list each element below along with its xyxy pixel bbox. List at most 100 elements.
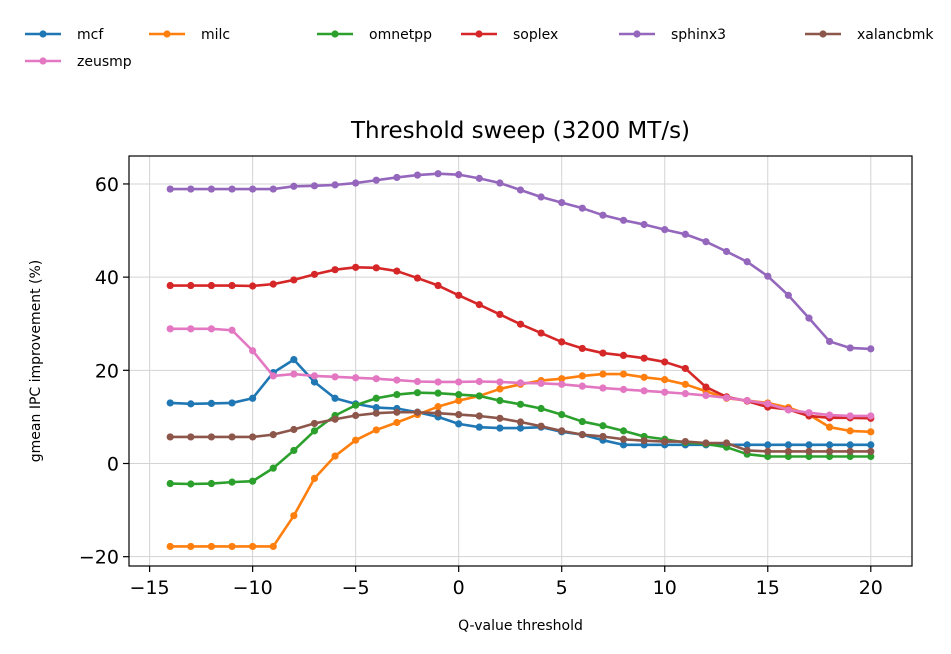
series-layer xyxy=(166,170,875,551)
data-point xyxy=(310,372,319,380)
data-point xyxy=(393,173,401,182)
data-point xyxy=(681,438,689,446)
legend-item: milc xyxy=(149,27,230,43)
data-point xyxy=(352,374,360,382)
data-point xyxy=(207,281,216,290)
data-point xyxy=(249,347,257,355)
series-sphinx3 xyxy=(166,170,875,353)
data-point xyxy=(455,410,463,419)
data-point xyxy=(784,406,792,414)
data-point xyxy=(722,439,731,447)
data-point xyxy=(269,542,277,551)
plot-frame xyxy=(128,155,913,567)
data-point xyxy=(537,404,545,413)
data-point xyxy=(372,264,380,272)
data-point xyxy=(825,447,834,455)
legend-item: zeusmp xyxy=(25,54,132,70)
data-point xyxy=(310,419,319,428)
data-point xyxy=(207,325,216,333)
data-point xyxy=(393,267,401,275)
y-tick-label: 40 xyxy=(95,267,119,289)
data-point xyxy=(599,211,607,219)
data-point xyxy=(867,428,875,436)
data-point xyxy=(475,392,483,400)
data-point xyxy=(516,418,525,426)
data-point xyxy=(764,400,772,408)
data-point xyxy=(640,220,648,229)
data-point xyxy=(372,375,380,383)
data-point xyxy=(290,446,298,455)
data-point xyxy=(764,272,772,280)
legend-label: zeusmp xyxy=(77,54,132,70)
data-point xyxy=(846,412,854,420)
data-point xyxy=(331,266,339,274)
data-point xyxy=(372,409,380,417)
data-point xyxy=(372,394,380,402)
data-point xyxy=(331,415,339,423)
data-point xyxy=(558,375,566,383)
data-point xyxy=(640,354,648,362)
data-point xyxy=(207,542,216,551)
data-point xyxy=(207,399,216,407)
data-point xyxy=(393,418,401,427)
data-point xyxy=(372,403,380,412)
data-point xyxy=(516,424,525,432)
series-omnetpp xyxy=(166,389,875,488)
data-point xyxy=(743,258,751,266)
y-tick-label: −20 xyxy=(79,547,119,569)
data-point xyxy=(805,409,813,417)
data-point xyxy=(207,185,216,193)
data-point xyxy=(599,384,607,392)
data-point xyxy=(516,400,525,408)
legend-item: xalancbmk xyxy=(805,27,934,43)
data-point xyxy=(640,437,648,445)
data-point xyxy=(249,477,257,485)
data-point xyxy=(331,181,339,189)
data-point xyxy=(310,427,319,435)
data-point xyxy=(249,433,257,441)
y-axis-label: gmean IPC improvement (%) xyxy=(28,260,44,462)
data-point xyxy=(496,378,504,386)
data-point xyxy=(681,364,689,373)
data-point xyxy=(702,383,710,391)
data-point xyxy=(228,281,236,290)
data-point xyxy=(578,382,586,390)
data-point xyxy=(496,179,504,187)
legend-label: milc xyxy=(201,27,230,43)
legend-marker xyxy=(331,30,339,38)
data-point xyxy=(825,411,834,419)
data-point xyxy=(846,447,854,455)
data-point xyxy=(413,274,422,282)
legend-marker xyxy=(39,57,47,65)
data-point xyxy=(393,408,401,416)
x-axis: −15 −10 −5 0 5 10 15 20 xyxy=(130,566,883,599)
data-point xyxy=(496,385,504,393)
y-tick-label: 0 xyxy=(107,454,119,476)
data-point xyxy=(743,397,751,405)
data-point xyxy=(228,399,236,407)
legend-label: xalancbmk xyxy=(857,27,934,43)
data-point xyxy=(537,422,545,430)
data-point xyxy=(599,432,607,441)
x-tick-label: 5 xyxy=(556,577,568,599)
legend-label: soplex xyxy=(513,27,558,43)
data-point xyxy=(619,351,628,360)
data-point xyxy=(681,390,689,398)
data-point xyxy=(558,380,566,388)
data-point xyxy=(764,452,772,461)
data-point xyxy=(269,185,277,193)
data-point xyxy=(166,433,174,441)
data-point xyxy=(640,387,648,395)
data-point xyxy=(207,433,216,441)
series-xalancbmk xyxy=(166,408,875,455)
data-point xyxy=(372,426,380,434)
data-point xyxy=(867,345,875,353)
data-point xyxy=(661,438,669,446)
data-point xyxy=(702,238,710,246)
data-point xyxy=(661,388,669,396)
data-point xyxy=(434,403,442,411)
x-tick-label: 10 xyxy=(653,577,677,599)
data-point xyxy=(516,186,525,194)
data-point xyxy=(619,385,628,394)
data-point xyxy=(455,397,463,405)
